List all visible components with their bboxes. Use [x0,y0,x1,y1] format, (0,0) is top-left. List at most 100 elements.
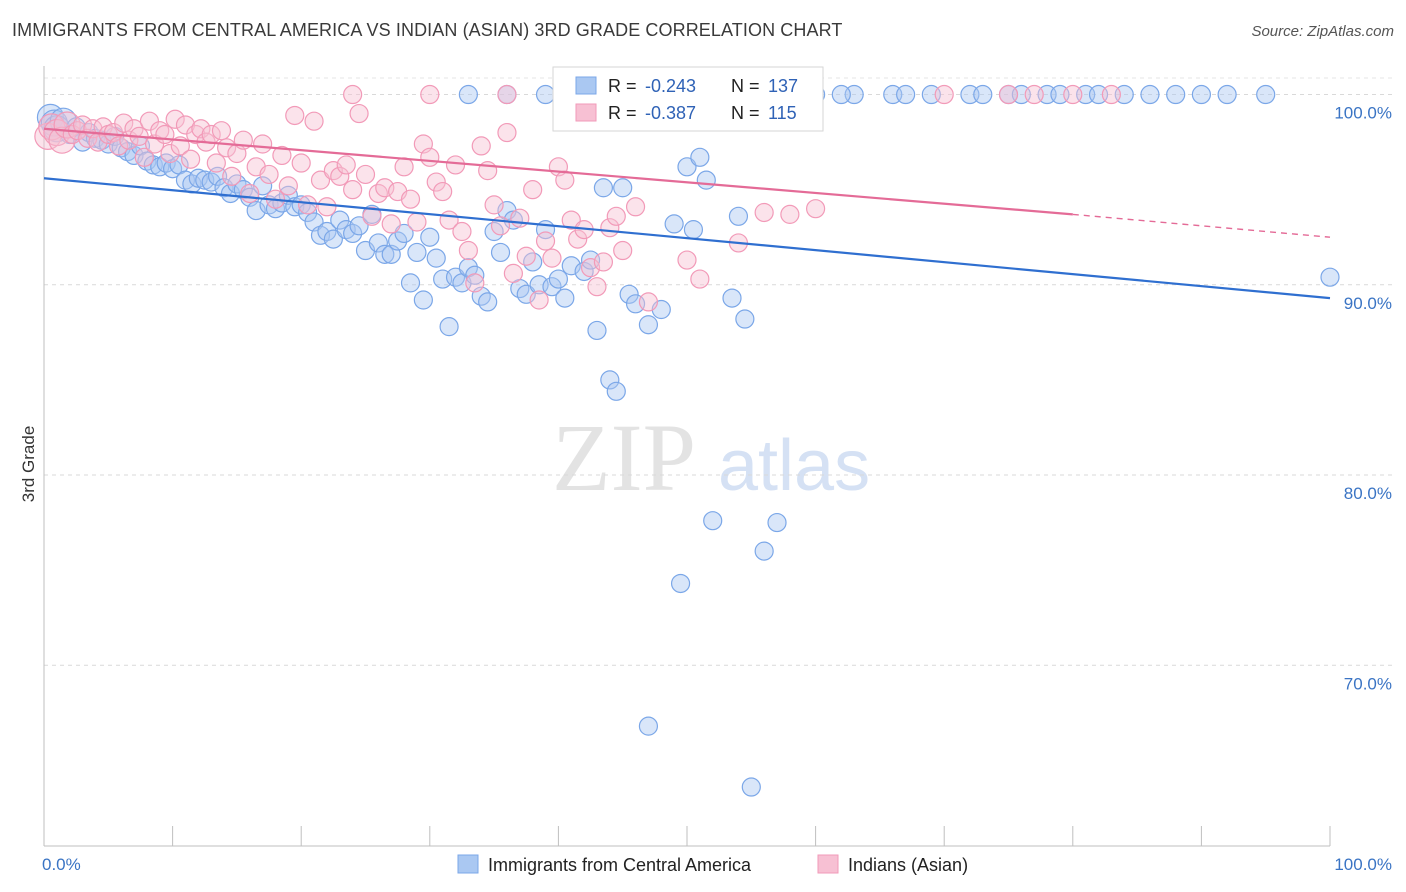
point-indian-asian [1063,84,1083,105]
point-central-america [349,216,369,236]
x-tick-label: 100.0% [1334,855,1392,874]
point-central-america [548,269,569,289]
y-axis-label: 3rd Grade [19,426,38,503]
point-central-america [690,147,710,167]
point-indian-asian [484,195,504,215]
stats-r-label-blue: R = [608,76,637,96]
tick-labels: 100.0% 90.0% 80.0% 70.0% 0.0% 100.0% [42,104,1392,874]
point-indian-asian [1024,84,1044,105]
point-central-america [831,84,851,105]
point-indian-asian [310,170,331,190]
point-central-america [728,206,749,226]
point-central-america [735,309,755,329]
point-central-america [388,231,408,251]
stats-swatch-blue [575,76,597,95]
watermark-zip: ZIP [552,404,696,511]
trend-lines [43,127,1331,300]
stats-r-value-pink: -0.387 [645,103,696,123]
trend-line-dashed-1 [1072,213,1331,238]
point-indian-asian [272,145,292,166]
point-indian-asian [587,277,607,297]
point-indian-asian [1101,84,1121,105]
point-indian-asian [535,231,556,251]
point-central-america [368,233,388,253]
point-indian-asian [150,121,170,141]
point-central-america [741,777,761,797]
point-indian-asian [452,221,472,242]
point-indian-asian [114,113,134,133]
point-indian-asian [394,157,414,177]
point-indian-asian [497,84,517,105]
point-central-america [323,229,343,249]
legend-label-pink: Indians (Asian) [848,855,968,875]
axes [43,66,1331,847]
point-indian-asian [754,202,774,223]
point-central-america [220,183,241,204]
point-indian-asian [375,178,395,198]
point-indian-asian [211,121,232,141]
point-indian-asian [381,214,401,234]
point-indian-asian [420,147,440,167]
point-central-america [555,288,575,308]
point-indian-asian [155,124,175,145]
legend-swatch-blue [457,854,479,874]
point-central-america [619,284,639,304]
point-indian-asian [780,204,800,224]
point-central-america [490,242,511,263]
point-central-america [606,381,626,401]
point-central-america [478,292,498,312]
point-central-america [1256,84,1276,105]
point-central-america [375,244,395,264]
point-indian-asian [998,84,1019,105]
point-indian-asian [291,153,311,173]
point-central-america [394,223,414,244]
point-indian-asian [625,197,646,217]
point-central-america [420,227,440,247]
point-central-america [535,84,556,105]
point-indian-asian [240,183,260,204]
point-indian-asian [613,240,633,261]
point-indian-asian [181,149,201,169]
point-central-america [703,511,723,531]
point-central-america [542,277,562,297]
point-central-america [664,214,684,234]
point-indian-asian [186,124,206,145]
point-indian-asian [516,246,536,266]
point-indian-asian [458,240,478,261]
point-central-america [426,248,446,268]
point-indian-asian [343,84,363,105]
point-indian-asian [934,84,954,105]
data-points [34,84,1340,797]
grid-lines [44,77,1392,666]
point-indian-asian [690,269,710,289]
point-indian-asian [134,147,154,167]
legend: Immigrants from Central America Indians … [457,854,968,875]
point-central-america [407,242,427,263]
point-central-america [72,132,93,152]
y-tick-label: 90.0% [1344,294,1392,313]
point-indian-asian [593,252,614,272]
point-central-america [330,210,350,230]
point-central-america [670,573,691,594]
point-central-america [413,290,433,310]
point-central-america [465,265,485,285]
point-indian-asian [206,153,226,173]
point-indian-asian [606,206,626,226]
point-indian-asian [542,248,562,268]
y-tick-label: 100.0% [1334,104,1392,123]
point-indian-asian [471,136,491,156]
point-central-america [638,716,659,736]
point-indian-asian [561,210,581,230]
point-indian-asian [568,229,588,249]
source-label: Source: ZipAtlas.com [1251,23,1394,40]
point-indian-asian [805,199,826,219]
stats-n-value-blue: 137 [768,76,798,96]
point-indian-asian [529,290,549,310]
point-central-america [1191,84,1212,105]
point-indian-asian [503,263,523,283]
point-indian-asian [285,105,305,126]
point-indian-asian [317,197,337,217]
point-indian-asian [426,172,446,192]
point-indian-asian [336,155,356,175]
point-central-america [587,320,607,341]
